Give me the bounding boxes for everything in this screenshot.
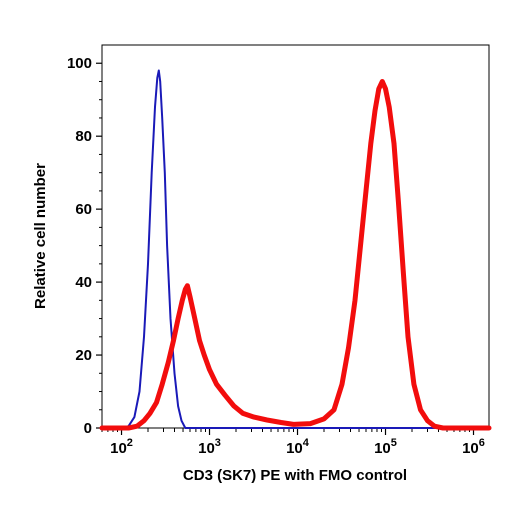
x-tick-label: 102 (110, 437, 133, 457)
y-tick-label: 100 (67, 55, 92, 72)
y-tick-label: 20 (75, 347, 92, 364)
plot-frame (101, 44, 490, 429)
y-tick-label: 40 (75, 274, 92, 291)
series-layer (99, 69, 492, 431)
y-tick-label: 0 (84, 420, 92, 437)
series-line-2 (99, 79, 492, 431)
y-tick-label: 60 (75, 201, 92, 218)
series-line-1 (101, 69, 490, 429)
x-tick-label: 106 (462, 437, 485, 457)
x-tick-label: 105 (374, 437, 397, 457)
tick-labels: 0 20 40 60 80 100 102 103 104 105 106 (67, 55, 485, 457)
x-axis-label: CD3 (SK7) PE with FMO control (183, 467, 407, 484)
y-axis-label: Relative cell number (32, 163, 49, 309)
x-tick-label: 104 (286, 437, 310, 457)
y-tick-label: 80 (75, 128, 92, 145)
x-tick-label: 103 (198, 437, 221, 457)
